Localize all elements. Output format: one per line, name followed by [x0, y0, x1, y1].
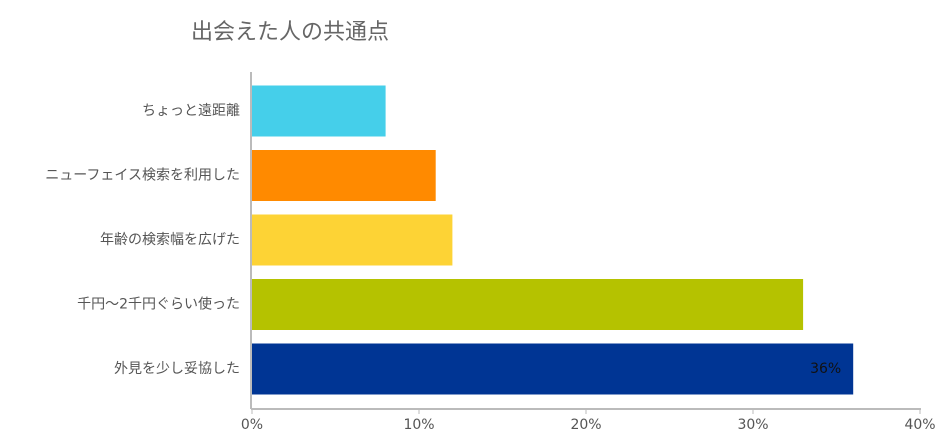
y-tick-label: ニューフェイス検索を利用した	[45, 167, 240, 184]
x-tick-label: 20%	[570, 417, 601, 433]
bar	[252, 279, 804, 330]
y-tick-label: ちょっと遠距離	[142, 102, 240, 119]
bar	[252, 150, 436, 201]
bar	[252, 214, 453, 266]
data-label: 36%	[810, 361, 841, 377]
x-tick-label: 40%	[904, 417, 935, 433]
x-tick-label: 0%	[241, 417, 263, 433]
y-tick-label: 外見を少し妥協した	[114, 361, 240, 377]
bar	[252, 343, 854, 395]
x-tick-label: 30%	[737, 417, 768, 433]
x-tick-label: 10%	[403, 417, 434, 433]
bar	[252, 85, 386, 137]
y-tick-label: 年齢の検索幅を広げた	[100, 231, 240, 248]
chart-title: 出会えた人の共通点	[191, 20, 389, 45]
y-tick-label: 千円〜2千円ぐらい使った	[77, 296, 240, 313]
